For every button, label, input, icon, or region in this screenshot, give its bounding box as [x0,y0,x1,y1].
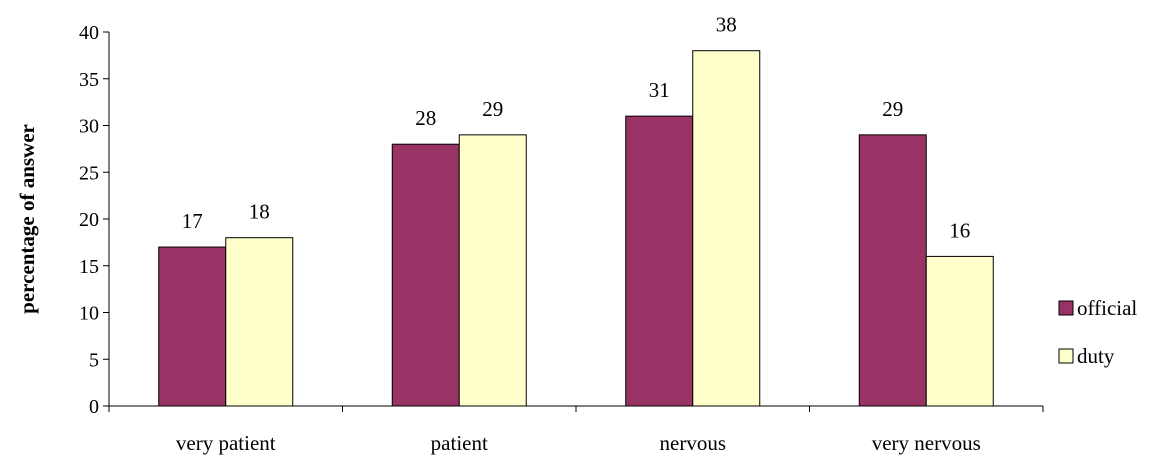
y-tick-label: 30 [79,116,99,138]
y-tick-label: 5 [89,349,99,371]
legend-label: official [1077,296,1137,320]
x-tick-label: patient [431,431,488,455]
bar-official [158,246,227,407]
bar-duty [692,50,761,407]
bar-duty [925,255,994,407]
data-label: 38 [716,13,737,37]
y-tick-label: 20 [79,209,99,231]
bar-duty [458,134,527,407]
x-tick-label: very patient [176,431,276,455]
bar-official [391,143,460,407]
data-label: 29 [482,97,503,121]
legend-label: duty [1077,344,1115,368]
data-label: 18 [249,200,270,224]
bar-duty [225,237,294,407]
y-tick-label: 0 [89,396,99,418]
data-labels: 17 28 31 29 18 29 38 16 [182,13,971,243]
x-tick-label: nervous [660,431,727,455]
legend-swatch-official [1058,300,1074,316]
y-tick-label: 40 [79,22,99,44]
bar-official [625,115,694,407]
bar-official [858,134,927,407]
data-label: 29 [882,97,903,121]
data-label: 17 [182,209,203,233]
data-label: 31 [649,78,670,102]
y-tick-label: 35 [79,69,99,91]
data-label: 16 [949,218,970,242]
x-axis: very patient patient nervous very nervous [108,405,1044,455]
legend-swatch-duty [1058,348,1074,364]
y-tick-label: 25 [79,162,99,184]
bars [158,50,994,407]
y-tick-label: 15 [79,256,99,278]
x-tick-label: very nervous [872,431,981,455]
y-axis-label: percentage of answer [15,124,39,314]
y-axis: 0 5 10 15 20 25 30 35 40 [79,22,110,418]
data-label: 28 [415,106,436,130]
legend: official duty [1058,296,1137,368]
y-tick-label: 10 [79,303,99,325]
